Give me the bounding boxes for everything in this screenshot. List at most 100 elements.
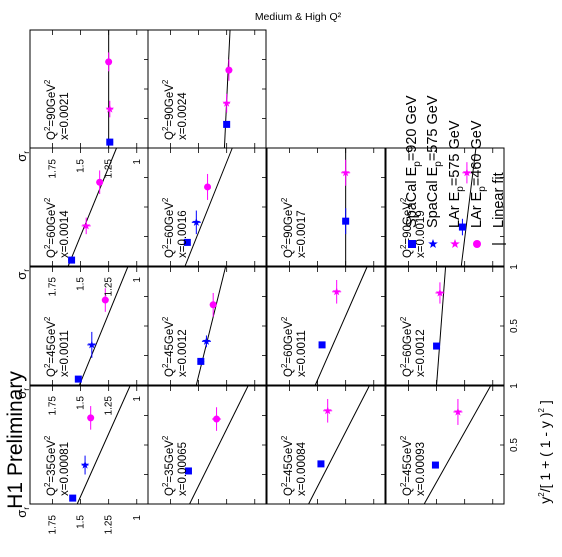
- square-marker: [69, 494, 77, 502]
- data-point: [204, 173, 212, 200]
- square-marker: [342, 217, 350, 225]
- data-point: [222, 93, 231, 113]
- sigma-tick-label: 1.5: [76, 515, 87, 529]
- data-point: [184, 467, 192, 475]
- square-marker: [317, 460, 325, 468]
- sigma-tick-label: 1.5: [76, 277, 87, 291]
- sigma-axis-label: σr: [14, 507, 31, 518]
- square-marker: [74, 375, 82, 383]
- panel-q2-label: Q2=90GeV2: [161, 79, 176, 140]
- sigma-tick-label: 1.75: [47, 159, 58, 179]
- x-tick-label: 1: [509, 264, 520, 270]
- panel-q2-label: Q2=90GeV2: [43, 79, 58, 140]
- circle-marker: [101, 296, 109, 304]
- square-marker: [408, 240, 416, 248]
- legend-entry: LAr Ep=460 GeV: [469, 120, 488, 248]
- data-point: [342, 208, 350, 235]
- panel-q2-label: Q2=45GeV2: [43, 316, 58, 377]
- panel-q2-label: Q2=45GeV2: [280, 435, 295, 496]
- data-point: [225, 59, 233, 81]
- data-point: [435, 282, 445, 304]
- circle-marker: [225, 66, 233, 74]
- x-axis-labels: 0.5 1 0.5 1: [509, 264, 520, 452]
- panel-x-label: x=0.0011: [296, 330, 308, 377]
- data-point: [223, 120, 231, 128]
- linear-fit-line: [78, 266, 129, 386]
- data-point: [101, 288, 109, 312]
- sigma-axis-label: σr: [14, 151, 31, 162]
- panel-x-label: x=0.0019: [415, 210, 427, 258]
- panel-x-label: x=0.00081: [59, 442, 71, 496]
- star-marker: [192, 218, 201, 226]
- sigma-tick-label: 1: [132, 277, 143, 283]
- square-marker: [68, 256, 76, 264]
- sigma-tick-label: 1.25: [104, 515, 115, 535]
- circle-marker: [87, 414, 95, 422]
- star-marker: [435, 288, 445, 297]
- panel-q2-label: Q2=60GeV2: [280, 316, 295, 377]
- square-marker: [106, 138, 114, 146]
- square-marker: [318, 341, 326, 349]
- circle-marker: [96, 178, 104, 186]
- square-marker: [184, 467, 192, 475]
- sigma-tick-label: 1.5: [76, 396, 87, 410]
- sigma-tick-label: 1: [132, 159, 143, 165]
- star-marker: [87, 340, 96, 349]
- data-point: [191, 210, 201, 235]
- linear-fit-line: [189, 385, 249, 505]
- sigma-tick-label: 1.5: [76, 159, 87, 173]
- sigma-tick-label: 1.75: [47, 396, 58, 416]
- data-point: [341, 159, 351, 186]
- legend-entry: LAr Ep=575 GeV: [447, 120, 466, 248]
- circle-marker: [209, 301, 217, 309]
- data-point: [96, 170, 104, 195]
- data-point: [431, 461, 439, 469]
- panel-q2-label: Q2=60GeV2: [399, 316, 414, 377]
- data-point: [69, 494, 77, 502]
- data-point: [209, 292, 217, 317]
- circle-marker: [204, 183, 212, 191]
- data-point: [74, 375, 82, 383]
- sigma-tick-label: 1: [132, 515, 143, 521]
- x-tick-label: 1: [509, 383, 520, 389]
- panel-q2-label: Q2=90GeV2: [399, 197, 414, 258]
- star-marker: [202, 337, 211, 345]
- linear-fit-line: [223, 29, 231, 149]
- data-point: [317, 460, 325, 468]
- panel-q2-label: Q2=45GeV2: [161, 316, 176, 377]
- star-marker: [323, 406, 332, 415]
- star-marker: [332, 287, 341, 296]
- sigma-axis-label: σr: [14, 388, 31, 399]
- panel-x-label: x=0.0017: [296, 210, 308, 258]
- data-point: [106, 138, 114, 146]
- square-marker: [433, 342, 441, 350]
- sigma-axis-labels: 1.75 1.5 1.25 1 σr 1.75 1.5 1.25 1 σr 1.75 1.5 1.25 1…: [14, 151, 143, 535]
- linear-fit-line: [436, 266, 447, 386]
- legend-entry-label: LAr Ep=460 GeV: [469, 120, 488, 228]
- legend-entry-label: LAr Ep=575 GeV: [447, 120, 466, 228]
- panel-x-label: x=0.0012: [177, 329, 189, 377]
- data-point: [183, 238, 191, 246]
- star-marker: [222, 98, 231, 107]
- legend-entry-label: Linear fit: [491, 172, 507, 228]
- data-point: [105, 100, 114, 118]
- panel-x-label: x=0.0016: [177, 210, 189, 258]
- panel-x-label: x=0.0021: [59, 92, 71, 140]
- panel-x-label: x=0.00093: [415, 442, 427, 496]
- linear-fit-line: [195, 266, 227, 386]
- square-marker: [431, 461, 439, 469]
- chart-title: Medium & High Q²: [255, 11, 342, 23]
- star-marker: [453, 407, 463, 416]
- star-marker: [105, 104, 114, 113]
- legend-entry-label: SpaCal Ep=920 GeV: [404, 95, 423, 228]
- circle-marker: [473, 240, 481, 248]
